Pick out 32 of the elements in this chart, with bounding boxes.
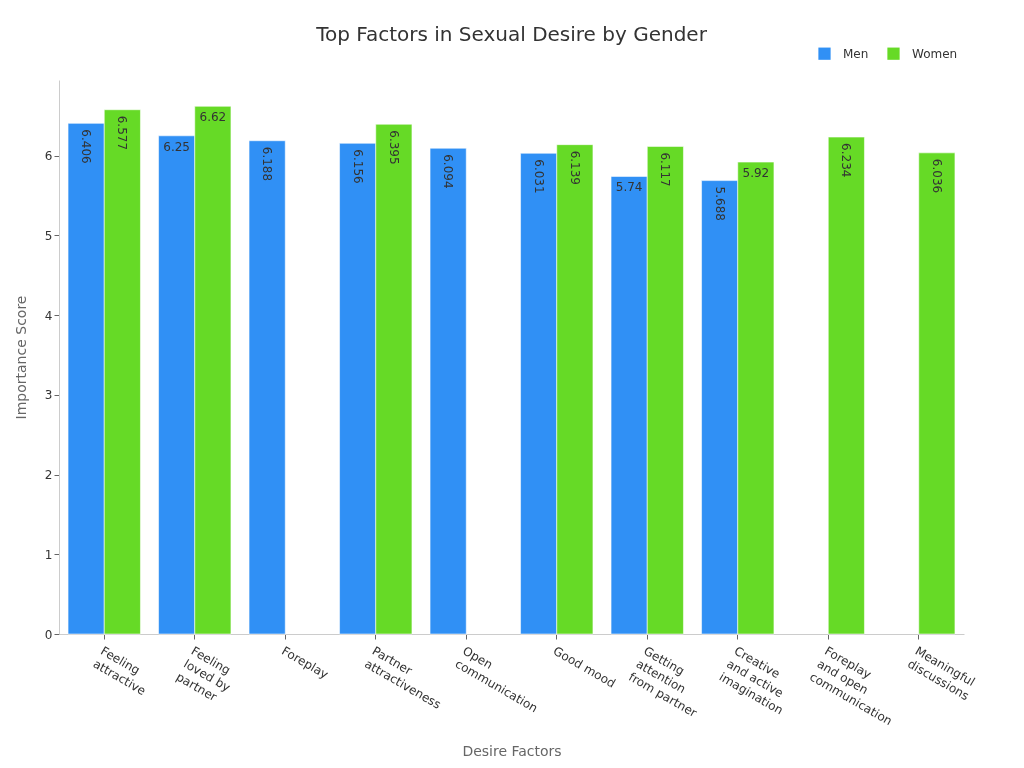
data-label: 5.688: [712, 186, 727, 221]
x-axis-title: Desire Factors: [462, 743, 562, 760]
data-label: 6.094: [441, 154, 456, 189]
data-label: 6.117: [658, 152, 673, 187]
y-tick-label: 0: [44, 627, 53, 642]
data-label: 6.234: [839, 143, 854, 178]
data-label: 6.577: [115, 115, 130, 151]
data-label: 5.92: [742, 166, 770, 181]
bar: [918, 152, 956, 635]
data-label: 5.74: [615, 180, 643, 195]
y-tick-label: 6: [44, 149, 53, 164]
data-label: 6.25: [163, 139, 191, 154]
data-label: 6.139: [567, 150, 582, 186]
y-tick-label: 2: [44, 468, 53, 483]
data-label: 6.62: [199, 110, 227, 125]
bar: [827, 136, 865, 635]
data-label: 6.406: [79, 129, 94, 164]
legend-label: Women: [912, 46, 958, 61]
legend-label: Men: [843, 46, 869, 61]
y-tick-label: 3: [44, 388, 53, 403]
data-label: 6.031: [531, 159, 546, 194]
y-axis-title: Importance Score: [12, 295, 29, 420]
data-label: 6.395: [386, 130, 401, 165]
y-tick-label: 5: [44, 228, 53, 243]
data-label: 6.188: [260, 146, 275, 182]
bar: [248, 140, 286, 635]
y-tick-label: 4: [44, 308, 53, 323]
data-label: 6.036: [929, 158, 944, 194]
data-label: 6.156: [350, 149, 365, 184]
chart-title: Top Factors in Sexual Desire by Gender: [315, 22, 708, 46]
y-tick-label: 1: [44, 547, 53, 562]
bar: [429, 147, 467, 635]
